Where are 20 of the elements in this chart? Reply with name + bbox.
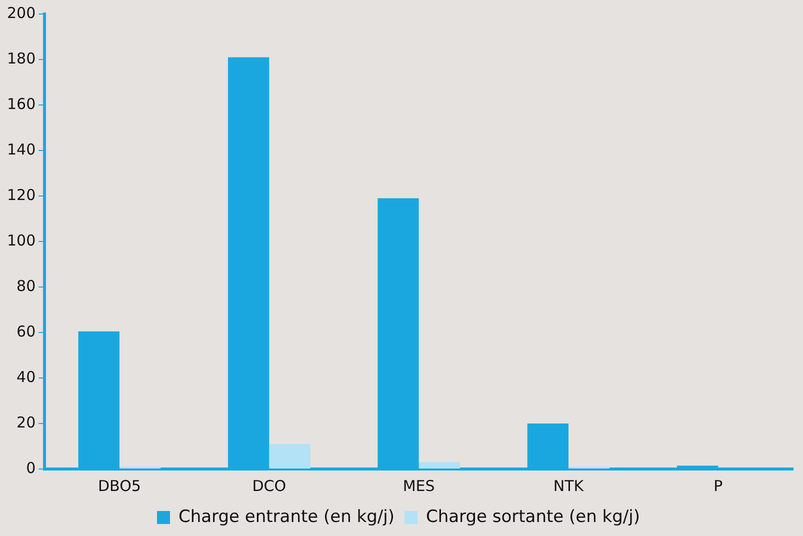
x-tick-label: P xyxy=(714,476,723,495)
legend-label: Charge entrante (en kg/j) xyxy=(178,506,394,527)
y-tick-label: 100 xyxy=(6,231,36,250)
x-tick-label: DBO5 xyxy=(98,476,141,495)
y-tick-label: 200 xyxy=(6,4,36,22)
y-tick-label: 40 xyxy=(16,368,36,386)
y-tick-label: 20 xyxy=(16,413,36,432)
legend-label: Charge sortante (en kg/j) xyxy=(426,506,640,527)
y-tick-label: 160 xyxy=(6,94,36,113)
x-tick-label: DCO xyxy=(252,476,286,495)
y-tick-label: 80 xyxy=(16,276,36,295)
y-tick-label: 140 xyxy=(6,140,36,158)
bar xyxy=(418,462,460,468)
x-tick-label: NTK xyxy=(553,476,585,495)
y-tick-label: 180 xyxy=(6,49,36,68)
y-tick-label: 0 xyxy=(26,458,36,477)
y-tick-label: 120 xyxy=(6,186,36,204)
x-tick-label: MES xyxy=(402,476,435,495)
y-tick-label: 60 xyxy=(16,322,36,340)
bar xyxy=(269,444,310,468)
